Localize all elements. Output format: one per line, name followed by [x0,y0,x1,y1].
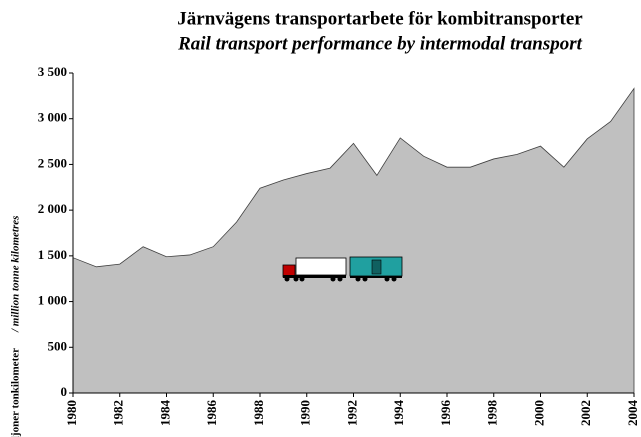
x-tick-label: 1992 [344,400,359,426]
x-tick-label: 2004 [625,400,640,427]
y-axis-label-en: / million tonne kilometres [10,216,22,333]
y-tick-label: 3 000 [38,110,67,125]
y-tick-label: 2 500 [38,155,67,170]
x-tick-label: 1990 [298,400,313,426]
y-tick-label: 0 [61,384,68,399]
x-tick-label: 1996 [438,400,453,427]
wheel [362,276,368,282]
y-axis-label-group: miljoner tonkilometer / million tonne ki… [10,216,22,437]
y-axis-label: miljoner tonkilometer [10,348,22,437]
intermodal-icon [282,256,403,282]
wheel [391,276,397,282]
wheel [337,276,343,282]
wheel [284,276,290,282]
x-tick-label: 1984 [157,400,172,427]
y-tick-label: 500 [48,338,68,353]
wheel [293,276,299,282]
wheel [330,276,336,282]
x-tick-label: 1982 [111,400,126,426]
y-tick-label: 2 000 [38,201,67,216]
chart-subtitle: Rail transport performance by intermodal… [177,33,583,54]
y-tick-label: 1 500 [38,247,67,262]
x-tick-label: 2000 [531,400,546,426]
x-tick-label: 2002 [578,400,593,426]
x-tick-label: 1988 [251,400,266,427]
x-tick-label: 1986 [204,400,219,427]
wheel [299,276,305,282]
y-tick-label: 3 500 [38,64,67,79]
area [72,87,635,394]
trailer [295,257,347,276]
y-tick-label: 1 000 [38,293,67,308]
wheel [384,276,390,282]
railcar-base [350,276,402,278]
x-tick-label: 1994 [391,400,406,427]
wheel [355,276,361,282]
railcar-door [371,259,382,275]
x-tick-label: 1998 [485,400,500,427]
x-tick-label: 1980 [64,400,79,426]
chart-title: Järnvägens transportarbete för kombitran… [177,8,583,29]
chassis [283,275,346,278]
